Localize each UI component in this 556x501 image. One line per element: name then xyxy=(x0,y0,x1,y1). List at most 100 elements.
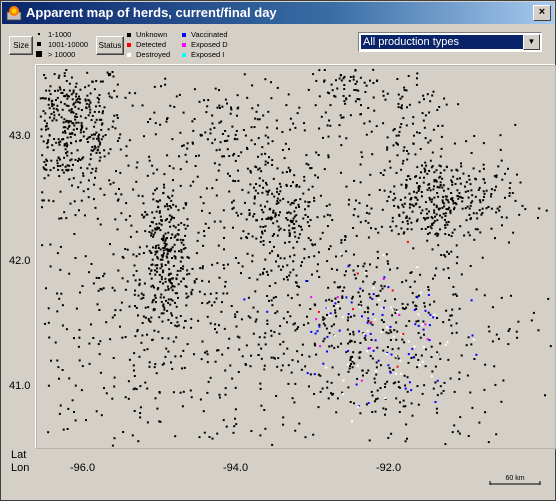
herd-point xyxy=(484,363,487,366)
herd-point xyxy=(154,301,157,304)
herd-point xyxy=(205,187,208,190)
herd-point xyxy=(379,172,382,174)
herd-point xyxy=(230,106,232,109)
herd-point xyxy=(465,140,468,143)
herd-map[interactable] xyxy=(36,65,556,449)
herd-point xyxy=(386,146,389,149)
herd-point xyxy=(477,188,480,191)
herd-point xyxy=(383,189,386,192)
herd-point xyxy=(78,98,81,101)
herd-point-vaccinated xyxy=(358,330,360,333)
herd-point xyxy=(455,244,458,247)
herd-point xyxy=(365,403,368,406)
herd-point xyxy=(67,104,70,107)
herd-point xyxy=(376,389,379,392)
herd-point xyxy=(429,225,432,228)
herd-point xyxy=(286,311,289,313)
herd-point xyxy=(46,141,49,144)
herd-point xyxy=(429,159,432,162)
herd-point xyxy=(126,248,129,251)
herd-point xyxy=(219,141,222,144)
herd-point xyxy=(368,212,371,215)
title-bar[interactable]: Apparent map of herds, current/final day… xyxy=(2,2,554,24)
production-type-select[interactable]: All production types ▼ xyxy=(358,32,542,52)
herd-point xyxy=(439,358,442,360)
herd-point xyxy=(144,211,147,213)
herd-point xyxy=(107,92,110,95)
herd-point xyxy=(41,206,43,209)
herd-point xyxy=(318,276,321,278)
herd-point xyxy=(277,214,280,217)
herd-point xyxy=(279,199,282,202)
herd-point-destroyed xyxy=(364,271,367,274)
herd-point xyxy=(84,116,87,119)
herd-point xyxy=(41,97,44,100)
herd-point xyxy=(124,248,127,250)
herd-point xyxy=(471,200,474,203)
herd-point xyxy=(161,271,164,274)
herd-point xyxy=(234,316,237,318)
herd-point-destroyed xyxy=(385,326,388,329)
herd-point xyxy=(95,105,97,108)
herd-point xyxy=(45,163,47,166)
herd-point xyxy=(384,408,387,411)
herd-point xyxy=(352,333,355,336)
herd-point xyxy=(390,229,393,232)
herd-point xyxy=(234,137,236,140)
herd-point xyxy=(98,110,101,113)
herd-point xyxy=(193,118,196,120)
herd-point xyxy=(403,308,406,310)
size-legend-small: 1-1000 xyxy=(48,30,72,39)
herd-point xyxy=(137,440,140,443)
herd-point xyxy=(75,116,78,118)
herd-point xyxy=(246,252,249,255)
herd-point xyxy=(150,221,153,223)
herd-point xyxy=(223,155,225,158)
herd-point xyxy=(280,268,283,271)
herd-point xyxy=(103,193,106,196)
herd-point xyxy=(160,238,163,240)
herd-point xyxy=(158,222,161,225)
herd-point xyxy=(312,73,315,76)
herd-point xyxy=(75,140,77,143)
herd-point xyxy=(348,264,351,267)
herd-point xyxy=(376,397,379,400)
herd-point xyxy=(270,218,273,221)
herd-point xyxy=(491,306,494,309)
herd-point xyxy=(175,205,177,208)
herd-point xyxy=(405,324,408,327)
herd-point xyxy=(134,279,137,282)
herd-point-destroyed xyxy=(389,306,392,309)
herd-point xyxy=(164,240,167,243)
herd-point xyxy=(346,319,349,322)
herd-point xyxy=(220,120,223,123)
herd-point xyxy=(223,237,225,239)
herd-point xyxy=(162,252,165,255)
herd-point xyxy=(132,364,135,367)
herd-point xyxy=(426,188,429,191)
herd-point xyxy=(497,165,500,168)
herd-point xyxy=(380,319,383,322)
herd-point xyxy=(409,286,412,288)
close-button[interactable]: × xyxy=(533,5,551,21)
herd-point xyxy=(45,287,47,290)
herd-point xyxy=(267,216,270,219)
herd-point xyxy=(192,142,194,145)
herd-point xyxy=(162,247,165,250)
herd-point xyxy=(114,218,117,221)
size-button[interactable]: Size xyxy=(9,36,33,55)
chevron-down-icon[interactable]: ▼ xyxy=(523,34,540,50)
herd-point-vaccinated xyxy=(434,401,437,403)
herd-point xyxy=(309,239,312,242)
herd-point xyxy=(453,142,456,145)
herd-point xyxy=(164,77,167,80)
herd-point xyxy=(353,253,355,256)
herd-point xyxy=(131,104,134,107)
herd-point xyxy=(357,265,359,268)
herd-point xyxy=(418,188,421,191)
herd-point xyxy=(69,159,72,162)
herd-point xyxy=(501,178,504,181)
herd-point xyxy=(203,234,206,237)
status-button[interactable]: Status xyxy=(96,36,124,55)
herd-point xyxy=(397,206,400,209)
